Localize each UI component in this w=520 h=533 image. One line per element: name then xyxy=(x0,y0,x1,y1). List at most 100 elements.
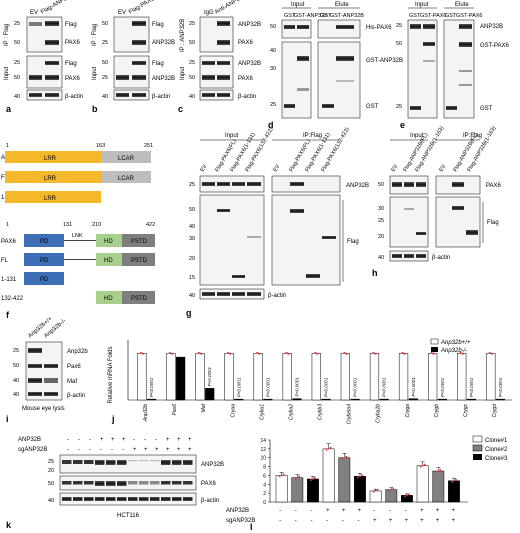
bar xyxy=(275,475,288,503)
band xyxy=(132,75,146,80)
band xyxy=(297,25,309,29)
tick: 422 xyxy=(146,222,155,228)
data-point xyxy=(403,353,406,355)
band xyxy=(150,497,160,501)
band-label: Maf xyxy=(67,379,77,385)
legend-label: Clone#2 xyxy=(485,447,508,453)
band xyxy=(106,497,116,501)
sign: + xyxy=(166,447,170,453)
chart-j-bars: P<0.0001 P<0.0001 P<0.0001 P<0.0001 P<0.0001… xyxy=(137,351,506,401)
band xyxy=(150,460,160,462)
panel-f: 1 163 251 ANP32B LRR LCAR FL LRR LCAR 1-… xyxy=(1,143,155,320)
band xyxy=(73,481,83,485)
band-label: β-actin xyxy=(201,498,219,504)
lane-label: Flag-ANP32B xyxy=(40,0,75,16)
bar-wt xyxy=(486,353,496,401)
sign: + xyxy=(188,447,192,453)
band xyxy=(217,292,230,296)
domain-label: PSTD xyxy=(131,258,148,264)
band xyxy=(217,182,230,186)
row-label: ANP32B xyxy=(226,508,249,514)
bar xyxy=(354,476,366,503)
band xyxy=(132,40,146,45)
category-label: Cryba2 xyxy=(288,404,294,420)
band xyxy=(28,392,42,396)
sign: + xyxy=(188,437,192,443)
sign: + xyxy=(111,437,115,443)
ip-label: IP : Flag xyxy=(92,24,98,46)
mw-marker: 50 xyxy=(189,40,195,46)
sign: - xyxy=(295,518,297,524)
mw-marker: 40 xyxy=(189,293,195,299)
sign: - xyxy=(67,447,69,453)
band xyxy=(217,75,230,80)
band xyxy=(73,497,83,501)
sign: + xyxy=(451,508,455,514)
category-label: Cryaa xyxy=(230,404,236,418)
category-label: Crygd xyxy=(492,404,498,418)
band-label: Pax6 xyxy=(67,364,81,370)
sign: - xyxy=(78,437,80,443)
panel-letter: b xyxy=(92,104,98,114)
blot-input xyxy=(199,55,234,89)
legend-swatch-ko xyxy=(431,347,438,352)
sign: + xyxy=(404,518,408,524)
k-sign-grid: - - - + + + - - - + + + - - - - - - + + + + + + xyxy=(67,437,192,453)
band xyxy=(404,182,414,187)
band xyxy=(28,364,42,368)
data-point xyxy=(325,449,328,451)
band xyxy=(84,481,94,485)
bar xyxy=(385,489,398,503)
mw-marker: 20 xyxy=(378,234,384,240)
panel-k: ANP32B sgANP32B - - - + + + - - - + + + - - - - - - + + + + + +… xyxy=(6,437,224,530)
band xyxy=(423,24,435,29)
category-label: Maf xyxy=(201,403,207,412)
band xyxy=(322,236,336,239)
data-point xyxy=(171,353,174,355)
bar-wt xyxy=(195,353,205,401)
tick: 210 xyxy=(92,222,101,228)
data-point xyxy=(374,353,377,355)
bar-ko xyxy=(292,398,302,401)
panel-letter: d xyxy=(268,120,274,130)
band xyxy=(336,56,354,61)
y-tick-label: 6 xyxy=(263,473,266,479)
lane-label: Flag-PAX6 xyxy=(128,0,156,16)
l-sign-grid: - - - + + + - - - + + + - - - - - - + + + + + + xyxy=(279,508,455,524)
y-tick-label: 4 xyxy=(263,482,266,488)
blot xyxy=(59,454,197,474)
band xyxy=(446,106,457,110)
blot xyxy=(199,194,265,286)
band xyxy=(128,460,138,462)
input-label: Input xyxy=(92,66,98,80)
panel-l: 0 2 4 6 8 10 12 14 Clone#1 Clone#2 Clone#3 ANP3… xyxy=(226,435,508,532)
p-value-label: P<0.0001 xyxy=(353,377,358,397)
p-value-label: P<0.0001 xyxy=(382,377,387,397)
band xyxy=(392,182,402,187)
data-point xyxy=(421,464,424,467)
domain-lcar xyxy=(101,151,151,163)
data-point xyxy=(408,493,410,496)
data-point xyxy=(455,478,457,481)
band xyxy=(132,61,146,65)
bar-ko xyxy=(437,398,447,401)
sign: + xyxy=(389,518,393,524)
bar-wt xyxy=(224,353,234,401)
band-label: ANP32B xyxy=(346,183,369,189)
band xyxy=(217,61,230,65)
bar-ko xyxy=(350,398,360,401)
blot xyxy=(281,19,312,39)
domain-label: LRR xyxy=(44,176,57,182)
data-point xyxy=(423,463,426,466)
sign: + xyxy=(177,447,181,453)
lane-label: EV xyxy=(439,163,448,173)
domain-pd xyxy=(24,253,64,266)
band xyxy=(132,93,146,97)
band xyxy=(247,182,261,186)
band-label: ANP32B xyxy=(152,40,175,46)
construct-name: PAX6 xyxy=(1,239,17,245)
band xyxy=(95,497,105,501)
bar-ko xyxy=(234,398,244,401)
bar-ko xyxy=(176,356,186,401)
